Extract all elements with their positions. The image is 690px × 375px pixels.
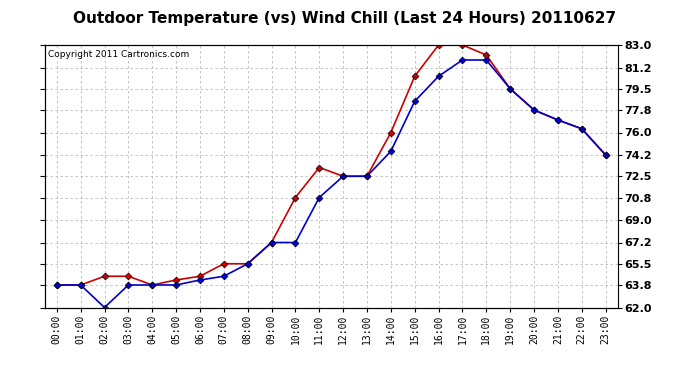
Text: Copyright 2011 Cartronics.com: Copyright 2011 Cartronics.com — [48, 50, 189, 59]
Text: Outdoor Temperature (vs) Wind Chill (Last 24 Hours) 20110627: Outdoor Temperature (vs) Wind Chill (Las… — [73, 11, 617, 26]
